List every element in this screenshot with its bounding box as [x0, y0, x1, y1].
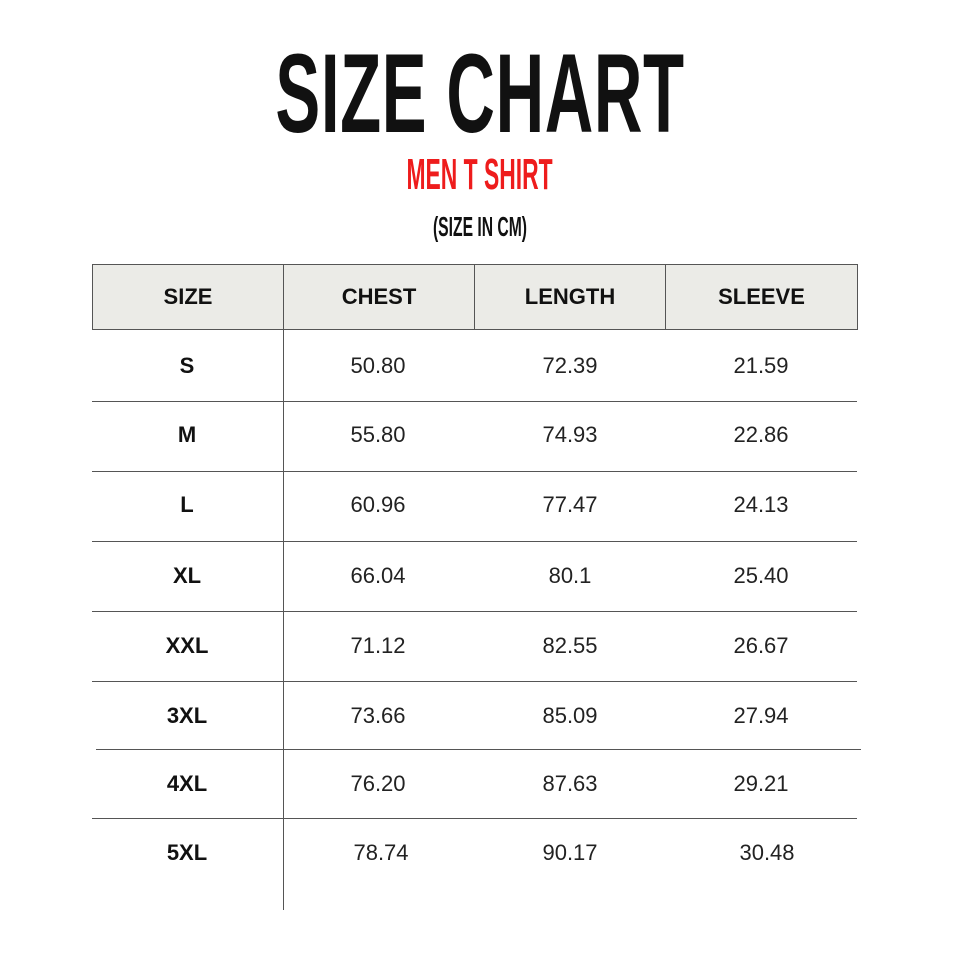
subtitle-text: MEN T SHIRT — [406, 150, 554, 199]
measurement-cell: 78.74 — [353, 840, 409, 865]
size-label: XXL — [165, 633, 209, 658]
row-divider — [92, 818, 857, 819]
measurement-cell: 66.04 — [350, 563, 406, 588]
size-label: 4XL — [166, 771, 208, 796]
row-divider — [92, 541, 857, 542]
column-header-sleeve: SLEEVE — [665, 264, 858, 330]
title-text: SIZE CHART — [275, 31, 685, 156]
measurement-cell: 24.13 — [733, 492, 789, 517]
measurement-cell: 27.94 — [733, 703, 789, 728]
page-title: SIZE CHART — [0, 34, 960, 154]
measurement-cell: 50.80 — [350, 353, 406, 378]
measurement-cell: 82.55 — [542, 633, 598, 658]
size-label: 3XL — [166, 703, 208, 728]
measurement-cell: 30.48 — [739, 840, 795, 865]
row-divider — [92, 681, 857, 682]
size-label: L — [180, 492, 194, 517]
size-label: S — [179, 353, 195, 378]
unit-note-text: (SIZE IN CM) — [432, 211, 528, 242]
column-header-chest: CHEST — [283, 264, 475, 330]
measurement-cell: 73.66 — [350, 703, 406, 728]
column-header-length: LENGTH — [474, 264, 666, 330]
measurement-cell: 21.59 — [733, 353, 789, 378]
row-divider — [96, 749, 861, 750]
measurement-cell: 26.67 — [733, 633, 789, 658]
measurement-cell: 25.40 — [733, 563, 789, 588]
measurement-cell: 90.17 — [542, 840, 598, 865]
measurement-cell: 55.80 — [350, 422, 406, 447]
row-divider — [92, 611, 857, 612]
measurement-cell: 74.93 — [542, 422, 598, 447]
column-header-size: SIZE — [92, 264, 284, 330]
measurement-cell: 77.47 — [542, 492, 598, 517]
unit-note: (SIZE IN CM) — [0, 211, 960, 243]
row-divider — [92, 471, 857, 472]
subtitle: MEN T SHIRT — [0, 150, 960, 200]
column-divider — [283, 330, 284, 910]
measurement-cell: 85.09 — [542, 703, 598, 728]
measurement-cell: 29.21 — [733, 771, 789, 796]
measurement-cell: 76.20 — [350, 771, 406, 796]
measurement-cell: 22.86 — [733, 422, 789, 447]
measurement-cell: 71.12 — [350, 633, 406, 658]
size-label: XL — [172, 563, 202, 588]
measurement-cell: 80.1 — [548, 563, 592, 588]
size-label: 5XL — [166, 840, 208, 865]
measurement-cell: 60.96 — [350, 492, 406, 517]
row-divider — [92, 401, 857, 402]
measurement-cell: 87.63 — [542, 771, 598, 796]
size-label: M — [177, 422, 197, 447]
measurement-cell: 72.39 — [542, 353, 598, 378]
